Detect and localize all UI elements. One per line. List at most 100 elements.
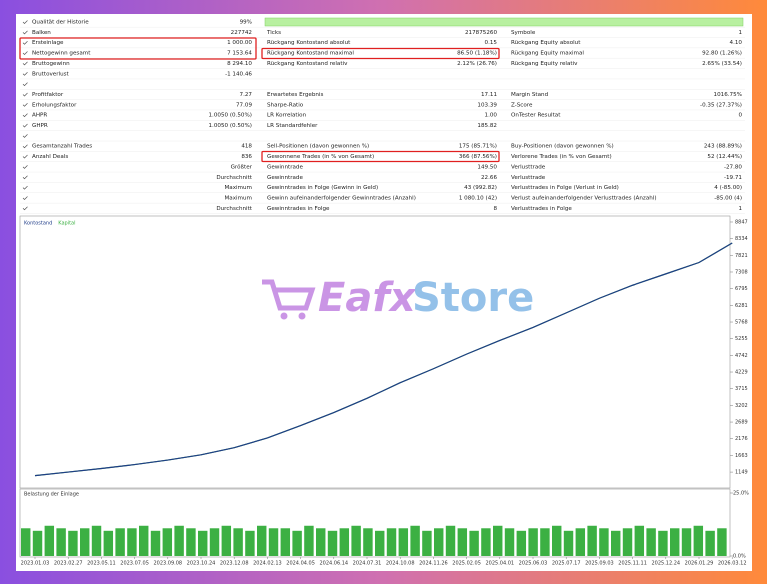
bar <box>221 525 232 556</box>
cell-label: Verlusttrade <box>511 175 546 181</box>
cell-label: Rückgang Equity maximal <box>511 51 584 57</box>
y-tick-label: 4229 <box>735 370 748 376</box>
cell-value: 418 <box>241 144 252 150</box>
x-tick-label: 2024.11.26 <box>419 561 448 567</box>
cell-value: 2.65% (33.54) <box>702 61 742 67</box>
cell-value: 92.80 (1.26%) <box>702 51 742 57</box>
x-tick-label: 2026.03.12 <box>718 561 747 567</box>
cell-value: 836 <box>241 154 252 160</box>
bar <box>398 528 409 556</box>
bar <box>150 530 161 556</box>
cell-label: Verlust aufeinanderfolgender Verlusttrad… <box>511 195 657 201</box>
cell-value: 17.11 <box>481 92 497 98</box>
bar <box>316 528 326 556</box>
x-tick-label: 2023.12.08 <box>220 561 249 567</box>
x-tick-label: 2025.02.05 <box>452 561 481 567</box>
cell-value: -0.35 (27.37%) <box>700 102 742 108</box>
cell-label: Gewinntrades in Folge (Gewinn in Geld) <box>267 185 378 191</box>
check-icon <box>22 165 28 169</box>
bar <box>611 530 621 556</box>
cell-value: -19.71 <box>724 175 742 181</box>
x-tick-label: 2025.11.11 <box>618 561 647 567</box>
bar <box>21 528 31 556</box>
check-icon <box>22 196 28 200</box>
bar <box>634 525 645 556</box>
check-icon <box>22 20 28 24</box>
bar <box>658 530 668 556</box>
bar <box>351 525 361 556</box>
quality-bar <box>264 17 744 27</box>
cell-label: Sell-Positionen (davon gewonnen %) <box>267 144 369 150</box>
cell-value: 1.0050 (0.50%) <box>209 113 253 119</box>
check-icon <box>22 30 28 35</box>
bar <box>587 525 597 556</box>
cell-value: 217875260 <box>465 30 497 36</box>
cell-value: 4.10 <box>730 40 743 46</box>
highlight-box <box>19 37 257 60</box>
x-tick-label: 2025.04.01 <box>485 561 514 567</box>
check-icon <box>22 72 28 76</box>
cell-value: 1.00 <box>485 113 498 119</box>
bar <box>186 528 196 556</box>
bar <box>434 528 444 556</box>
charts: 1149 1663 2176 2689 3202 3715 4229 4742 5255 5768… <box>21 219 749 566</box>
cell-value: 366 (87.56%) <box>459 154 497 160</box>
cell-value: 149.50 <box>477 164 497 170</box>
cell-label: Maximum <box>224 195 252 201</box>
bar <box>327 530 338 556</box>
bar <box>481 528 491 556</box>
cell-label: Verlusttrades in Folge <box>511 206 572 212</box>
y-tick-label: 6795 <box>735 286 748 292</box>
cell-label: Anzahl Deals <box>32 154 68 160</box>
bar <box>504 528 515 556</box>
cell-value: -85.00 (4) <box>714 195 742 201</box>
bar <box>257 525 267 556</box>
bar <box>493 525 503 556</box>
y-tick-label: 8334 <box>735 236 748 242</box>
bar <box>445 525 456 556</box>
bar <box>268 528 279 556</box>
cell-value: 0 <box>738 113 742 119</box>
cell-label: Maximum <box>224 185 252 191</box>
bar <box>375 530 385 556</box>
cell-label: Bruttoverlust <box>32 71 70 77</box>
cell-label: Verlusttrade <box>511 164 546 170</box>
bar <box>198 530 208 556</box>
cell-value: 175 (85.71%) <box>459 144 497 150</box>
cell-label: Balken <box>32 30 51 36</box>
y-tick-label: 6281 <box>735 303 748 309</box>
y-tick-label: 7308 <box>735 269 748 275</box>
x-tick-label: 2025.07.17 <box>552 561 581 567</box>
bar <box>80 528 90 556</box>
cell-value: 1.0050 (0.50%) <box>209 123 253 129</box>
check-icon <box>22 175 28 180</box>
bar <box>115 528 125 556</box>
bar <box>245 530 255 556</box>
cell-label: Erwartetes Ergebnis <box>267 92 323 98</box>
check-icon <box>22 82 28 87</box>
bar <box>56 528 66 556</box>
cell-label: Buy-Positionen (davon gewonnen %) <box>511 144 614 150</box>
cell-label: LR Standardfehler <box>267 123 318 129</box>
bar <box>422 530 432 556</box>
cell-label: Sharpe-Ratio <box>267 102 304 108</box>
cell-label: Gewinntrades in Folge <box>267 206 330 212</box>
check-icon <box>22 154 28 159</box>
x-tick-label: 2023.01.03 <box>21 561 50 567</box>
cell-label: LR Korrelation <box>267 113 307 119</box>
bar <box>91 525 102 556</box>
cell-label: Gewinntrade <box>267 164 303 170</box>
x-tick-label: 2025.06.03 <box>519 561 548 567</box>
x-tick-label: 2024.10.08 <box>386 561 415 567</box>
cell-label: Z-Score <box>511 102 533 108</box>
bar <box>693 525 704 556</box>
cart-wheel <box>280 312 288 320</box>
cell-label: Verlusttrades in Folge (Verlust in Geld) <box>511 185 619 191</box>
bar <box>280 528 291 556</box>
cell-value: 52 (12.44%) <box>707 154 742 160</box>
cell-label: OnTester Resultat <box>511 113 561 119</box>
cell-value: 43 (992.82) <box>464 185 497 191</box>
bar <box>552 525 562 556</box>
cell-label: Verlorene Trades (in % von Gesamt) <box>511 154 612 160</box>
chart-title: Belastung der Einlage <box>24 492 79 498</box>
